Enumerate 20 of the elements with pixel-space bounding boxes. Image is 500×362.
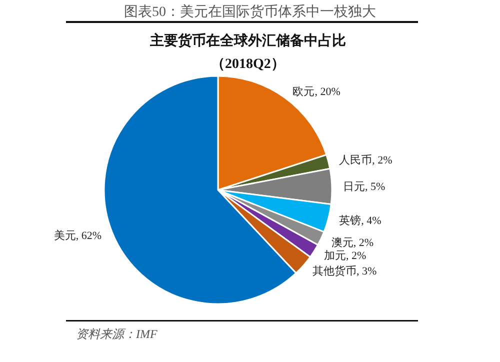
data-label: , 5%	[364, 181, 386, 194]
data-label: , 3%	[356, 266, 377, 278]
slice-label: 加元	[324, 249, 346, 262]
data-label: , 2%	[346, 250, 366, 262]
data-label: , 20%	[314, 86, 340, 98]
slice-label: 日元	[342, 181, 365, 194]
slice-label: 英镑	[339, 214, 362, 228]
slice-label: 美元	[54, 228, 76, 242]
text: 资料来源：IMF	[76, 327, 158, 341]
data-label: , 4%	[361, 215, 382, 228]
data-label: , 2%	[353, 236, 374, 249]
slice-label: 欧元	[292, 86, 315, 98]
data-label: , 2%	[372, 154, 392, 167]
slice-label: 其他货币	[312, 264, 357, 278]
slice-label: 澳元	[331, 236, 354, 249]
chart-title: 主要货币在全球外汇储备中占比	[149, 32, 346, 49]
text: 图表50：美元在国际货币体系中一枝独大	[124, 4, 376, 20]
data-label: , 62%	[76, 230, 102, 242]
slice-label: 人民币	[339, 154, 372, 167]
chart-subtitle: （2018Q2）	[211, 57, 285, 72]
